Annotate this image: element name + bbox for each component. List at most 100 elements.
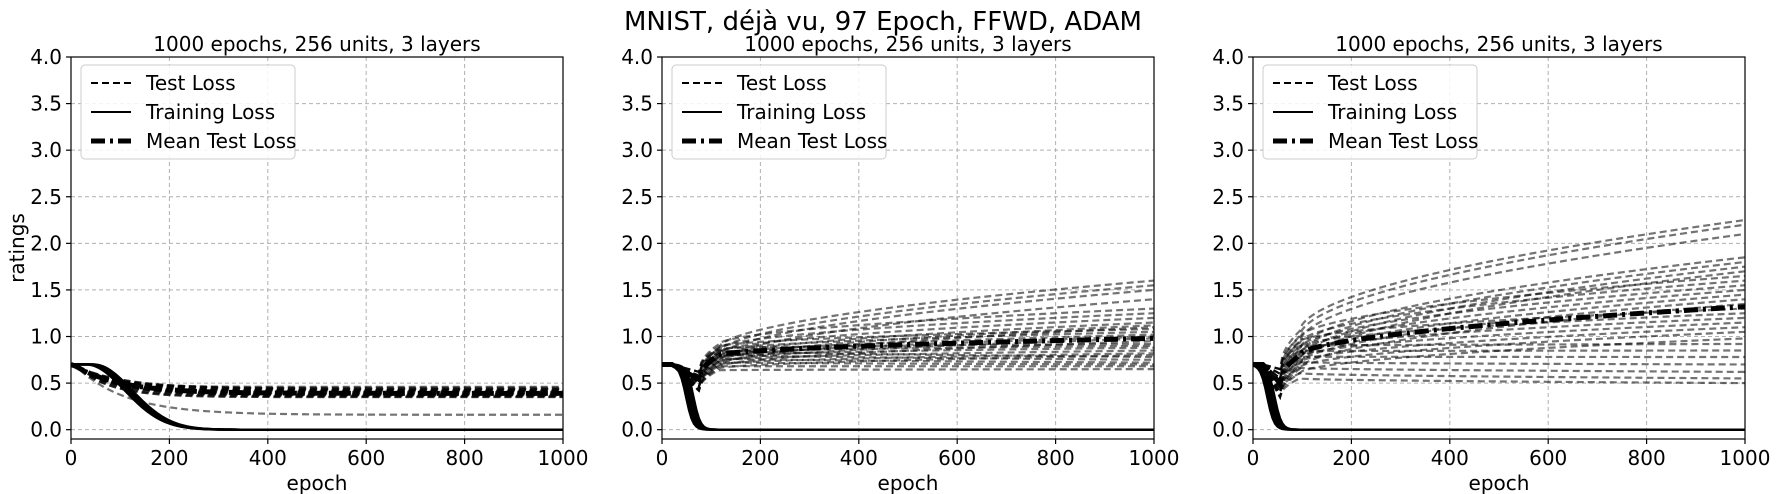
test-loss-line <box>1253 361 1745 386</box>
y-tick-label: 0.5 <box>1212 371 1244 395</box>
test-loss-line <box>1253 363 1745 400</box>
x-tick-label: 600 <box>1529 446 1567 470</box>
test-loss-line <box>1253 274 1745 371</box>
test-loss-line <box>1253 337 1745 400</box>
mean-test-loss-line <box>1253 304 1745 389</box>
subplot-title: 1000 epochs, 256 units, 3 layers <box>1335 32 1662 56</box>
test-loss-line <box>662 321 1154 385</box>
legend-entry-mean-test-loss: Mean Test Loss <box>146 129 296 153</box>
training-loss-line <box>662 363 1154 431</box>
y-axis-label: ratings <box>5 213 29 283</box>
x-tick-label: 800 <box>446 446 484 470</box>
test-loss-line <box>662 316 1154 382</box>
plot-area <box>662 279 1154 431</box>
x-tick-label: 1000 <box>1720 446 1771 470</box>
test-loss-line <box>1253 218 1745 371</box>
y-tick-label: 4.0 <box>1212 45 1244 69</box>
x-tick-label: 0 <box>1247 446 1260 470</box>
training-loss-line <box>1253 363 1745 431</box>
y-tick-label: 2.5 <box>30 185 62 209</box>
x-tick-label: 1000 <box>538 446 589 470</box>
training-loss-line <box>662 363 1154 431</box>
legend-entry-training-loss: Training Loss <box>145 100 275 124</box>
test-loss-line <box>662 354 1154 393</box>
y-tick-label: 2.0 <box>30 231 62 255</box>
y-tick-label: 0.0 <box>621 418 653 442</box>
y-tick-label: 1.5 <box>621 278 653 302</box>
test-loss-line <box>1253 232 1745 381</box>
test-loss-line <box>1253 256 1745 386</box>
legend-entry-mean-test-loss: Mean Test Loss <box>1328 129 1478 153</box>
legend: Test Loss Training Loss Mean Test Loss <box>1262 64 1478 160</box>
training-loss-line <box>1253 364 1745 431</box>
y-tick-label: 2.0 <box>621 231 653 255</box>
y-tick-label: 0.0 <box>1212 418 1244 442</box>
training-loss-line <box>1253 363 1745 431</box>
x-tick-label: 600 <box>938 446 976 470</box>
test-loss-line <box>1253 260 1745 391</box>
plot-area <box>71 362 563 431</box>
x-tick-label: 0 <box>656 446 669 470</box>
y-tick-label: 0.0 <box>30 418 62 442</box>
test-loss-line <box>662 324 1154 389</box>
x-tick-label: 400 <box>249 446 287 470</box>
test-loss-line <box>662 340 1154 393</box>
x-tick-label: 0 <box>65 446 78 470</box>
y-tick-label: 1.0 <box>621 325 653 349</box>
figure-title: MNIST, déjà vu, 97 Epoch, FFWD, ADAM <box>624 7 1142 37</box>
test-loss-line <box>662 312 1154 378</box>
y-tick-label: 0.5 <box>621 371 653 395</box>
test-loss-line <box>71 363 563 389</box>
test-loss-line <box>1253 307 1745 371</box>
test-loss-line <box>71 363 563 392</box>
test-loss-line <box>1253 223 1745 376</box>
mean-test-loss-line <box>662 335 1154 384</box>
x-tick-label: 200 <box>1332 446 1370 470</box>
axes-frame <box>1252 56 1746 440</box>
mean-test-loss-line <box>71 362 563 396</box>
training-loss-line <box>1253 363 1745 431</box>
y-tick-label: 2.0 <box>1212 231 1244 255</box>
subplot-title: 1000 epochs, 256 units, 3 layers <box>744 32 1071 56</box>
x-tick-label: 400 <box>840 446 878 470</box>
test-loss-line <box>662 344 1154 378</box>
test-loss-line <box>1253 330 1745 396</box>
legend-entry-mean-test-loss: Mean Test Loss <box>737 129 887 153</box>
test-loss-line <box>662 357 1154 381</box>
x-axis-label: epoch <box>1469 471 1530 494</box>
y-tick-label: 1.5 <box>30 278 62 302</box>
y-tick-label: 2.5 <box>621 185 653 209</box>
y-tick-label: 2.5 <box>1212 185 1244 209</box>
y-tick-label: 3.5 <box>621 92 653 116</box>
y-tick-label: 3.0 <box>621 138 653 162</box>
y-tick-label: 1.0 <box>30 325 62 349</box>
legend: Test Loss Training Loss Mean Test Loss <box>671 64 887 160</box>
test-loss-line <box>662 298 1154 393</box>
test-loss-line <box>1253 321 1745 386</box>
y-tick-label: 3.0 <box>1212 138 1244 162</box>
legend-entry-training-loss: Training Loss <box>736 100 866 124</box>
subplot-2: 0 200 400 600 800 1000 0.0 0.5 1.0 1.5 2.0 2.5 3.0 3.… <box>621 32 1179 494</box>
test-loss-line <box>1253 265 1745 396</box>
legend-entry-test-loss: Test Loss <box>145 71 236 95</box>
legend-box <box>80 64 296 160</box>
test-loss-line <box>1253 363 1745 395</box>
subplot-1: 0 200 400 600 800 1000 0.0 0.5 1.0 1.5 2.0 2.5 3.0 3.… <box>5 32 588 494</box>
legend: Test Loss Training Loss Mean Test Loss <box>80 64 296 160</box>
training-loss-line <box>662 363 1154 431</box>
test-loss-line <box>662 288 1154 389</box>
y-tick-label: 3.0 <box>30 138 62 162</box>
y-tick-label: 1.5 <box>1212 278 1244 302</box>
axes-frame <box>661 56 1155 440</box>
y-tick-label: 3.5 <box>1212 92 1244 116</box>
test-loss-line <box>71 363 563 399</box>
legend-entry-training-loss: Training Loss <box>1327 100 1457 124</box>
axes-frame <box>70 56 564 440</box>
training-loss-line <box>1253 363 1745 431</box>
y-tick-label: 3.5 <box>30 92 62 116</box>
test-loss-line <box>662 363 1154 393</box>
training-loss-line <box>1253 363 1745 431</box>
x-tick-label: 200 <box>150 446 188 470</box>
y-tick-label: 1.0 <box>1212 325 1244 349</box>
